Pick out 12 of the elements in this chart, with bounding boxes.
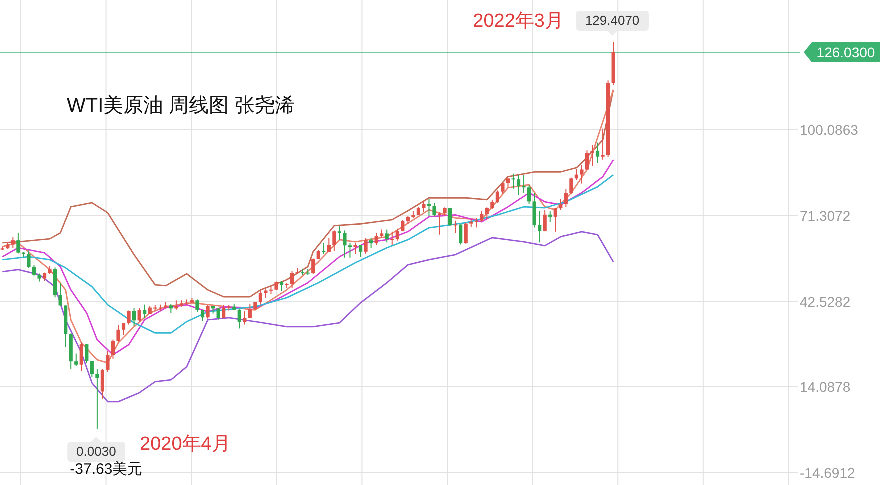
y-tick-label: -14.6912 <box>800 465 856 482</box>
text: WTI美原油 周线图 张尧浠 <box>67 94 295 117</box>
annotation: 2020年4月 <box>140 434 231 455</box>
annotation: 0.0030 <box>76 444 116 459</box>
y-tick-label: 100.0863 <box>800 122 859 138</box>
y-tick-label: 71.3072 <box>800 208 851 224</box>
annotation: 2022年3月 <box>473 11 564 32</box>
y-tick-label: 42.5282 <box>800 294 851 310</box>
ref-line-label: 126.0300 <box>816 44 876 61</box>
annotation: -37.63美元 <box>70 461 143 478</box>
y-tick-label: 14.0878 <box>800 379 851 396</box>
annotation: 129.4070 <box>585 13 640 28</box>
